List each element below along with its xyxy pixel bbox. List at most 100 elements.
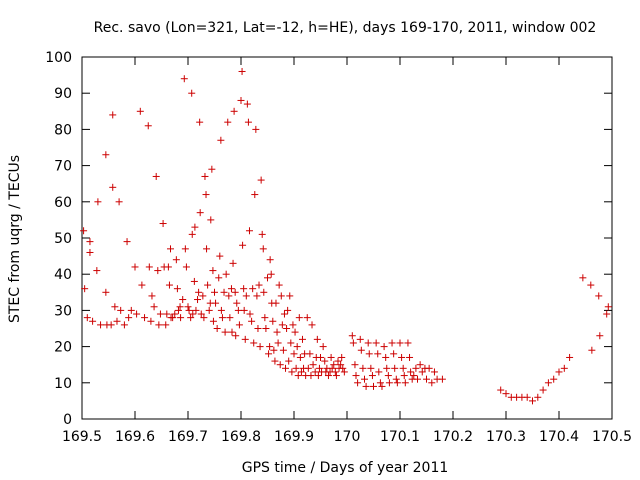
data-point xyxy=(293,343,301,351)
data-point xyxy=(138,281,146,289)
data-point xyxy=(324,372,332,380)
x-tick-label: 169.6 xyxy=(115,429,155,445)
data-point xyxy=(539,386,547,394)
data-point xyxy=(382,353,390,361)
data-point xyxy=(391,364,399,372)
x-tick-label: 169.8 xyxy=(221,429,261,445)
data-point xyxy=(497,386,505,394)
data-point xyxy=(337,361,345,369)
x-tick-label: 170.4 xyxy=(539,429,579,445)
data-point xyxy=(303,314,311,322)
data-point xyxy=(330,361,338,369)
data-point xyxy=(407,368,415,376)
data-point xyxy=(202,191,210,199)
y-tick-label: 10 xyxy=(54,376,72,392)
data-point xyxy=(80,227,88,235)
data-point xyxy=(225,292,233,300)
data-point xyxy=(603,310,611,318)
data-point xyxy=(174,306,182,314)
data-point xyxy=(400,372,408,380)
y-axis-title: STEC from uqrg / TECUs xyxy=(7,155,23,323)
y-tick-label: 60 xyxy=(54,195,72,211)
data-point xyxy=(177,314,185,322)
y-tick-label: 0 xyxy=(63,412,72,428)
data-point xyxy=(307,372,315,380)
data-point xyxy=(315,364,323,372)
data-point xyxy=(254,325,262,332)
data-point xyxy=(246,310,254,318)
data-point xyxy=(218,314,226,322)
data-point xyxy=(311,368,319,376)
data-point xyxy=(388,339,396,347)
plot-frame xyxy=(81,56,613,420)
data-point xyxy=(125,314,133,322)
data-point xyxy=(229,259,237,267)
data-point xyxy=(155,321,163,329)
data-point xyxy=(195,288,203,296)
data-point xyxy=(523,393,531,401)
data-point xyxy=(209,317,217,325)
data-point xyxy=(217,306,225,314)
data-point xyxy=(231,288,239,296)
data-point xyxy=(502,390,510,398)
data-point xyxy=(267,270,275,278)
data-point xyxy=(156,310,164,318)
data-point xyxy=(165,281,173,289)
data-point xyxy=(260,288,268,296)
data-point xyxy=(264,274,271,282)
data-point xyxy=(131,263,139,271)
data-point xyxy=(216,252,224,260)
data-point xyxy=(269,317,277,325)
data-point xyxy=(309,361,317,369)
data-point xyxy=(265,350,273,358)
data-point xyxy=(211,288,218,296)
data-point xyxy=(292,364,300,372)
data-point xyxy=(181,245,189,253)
data-point xyxy=(86,248,94,256)
data-point xyxy=(375,368,383,376)
data-point xyxy=(258,230,266,238)
data-point xyxy=(270,346,278,354)
data-point xyxy=(189,310,197,318)
data-point xyxy=(164,263,172,271)
data-point xyxy=(428,379,436,387)
data-point xyxy=(273,328,281,336)
data-point xyxy=(423,375,430,383)
data-point xyxy=(282,364,290,372)
y-tick-label: 70 xyxy=(54,159,72,175)
data-point xyxy=(290,350,298,358)
data-point xyxy=(207,216,215,224)
data-point xyxy=(280,310,288,318)
y-tick-label: 80 xyxy=(54,122,72,138)
data-point xyxy=(367,364,375,372)
data-point xyxy=(550,375,558,383)
data-point xyxy=(359,364,367,372)
data-point xyxy=(284,306,292,314)
data-point xyxy=(587,281,595,289)
data-point xyxy=(86,238,94,246)
data-point xyxy=(356,335,364,343)
data-point xyxy=(117,306,125,314)
data-point xyxy=(179,296,187,304)
x-tick-label: 169.5 xyxy=(62,429,102,445)
data-point xyxy=(266,343,274,351)
y-tick-label: 30 xyxy=(54,303,72,319)
data-point xyxy=(332,372,340,380)
data-point xyxy=(534,393,542,401)
data-point xyxy=(187,314,195,322)
data-point xyxy=(412,364,420,372)
data-point xyxy=(298,335,306,343)
data-point xyxy=(233,299,241,307)
data-point xyxy=(102,151,110,159)
data-point xyxy=(81,285,89,293)
data-point xyxy=(560,364,568,372)
data-point xyxy=(544,379,552,387)
data-point xyxy=(261,314,269,322)
data-point xyxy=(297,368,305,376)
data-point xyxy=(256,343,264,351)
data-point xyxy=(349,339,357,347)
data-point xyxy=(252,125,260,133)
data-point xyxy=(204,281,212,289)
data-point xyxy=(596,332,604,340)
data-point xyxy=(176,303,184,311)
